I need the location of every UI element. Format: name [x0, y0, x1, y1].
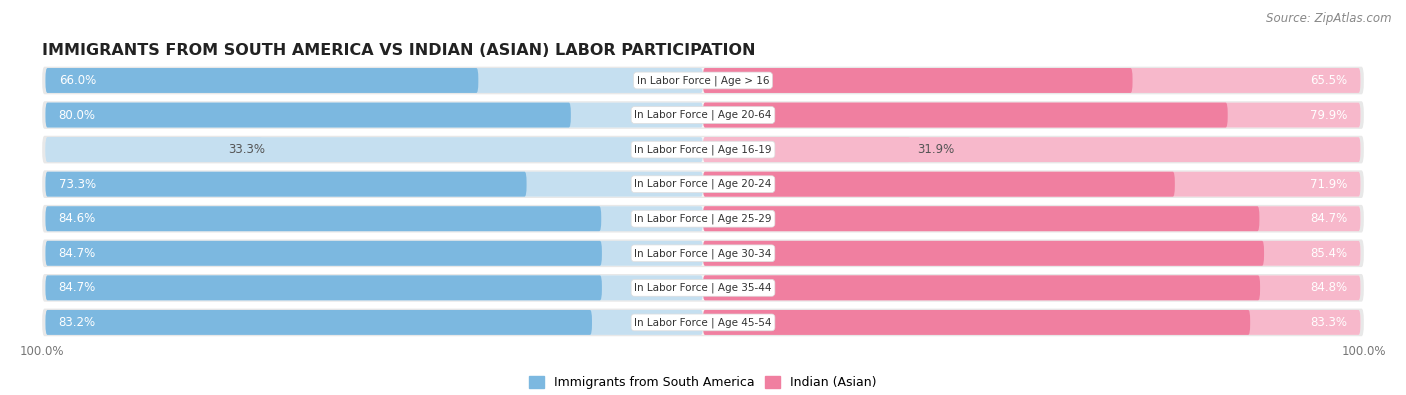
FancyBboxPatch shape	[45, 206, 703, 231]
Text: In Labor Force | Age 30-34: In Labor Force | Age 30-34	[634, 248, 772, 259]
FancyBboxPatch shape	[703, 172, 1175, 197]
FancyBboxPatch shape	[42, 101, 1364, 129]
Text: 65.5%: 65.5%	[1310, 74, 1347, 87]
FancyBboxPatch shape	[45, 68, 703, 93]
FancyBboxPatch shape	[42, 170, 1364, 198]
FancyBboxPatch shape	[45, 137, 703, 162]
Text: In Labor Force | Age 25-29: In Labor Force | Age 25-29	[634, 213, 772, 224]
FancyBboxPatch shape	[703, 68, 1133, 93]
FancyBboxPatch shape	[45, 68, 1361, 93]
Text: In Labor Force | Age 16-19: In Labor Force | Age 16-19	[634, 144, 772, 155]
FancyBboxPatch shape	[42, 205, 1364, 233]
FancyBboxPatch shape	[45, 275, 1361, 300]
FancyBboxPatch shape	[703, 103, 1227, 128]
FancyBboxPatch shape	[703, 137, 911, 162]
FancyBboxPatch shape	[703, 206, 1260, 231]
Text: 83.3%: 83.3%	[1310, 316, 1347, 329]
Text: Source: ZipAtlas.com: Source: ZipAtlas.com	[1267, 12, 1392, 25]
Text: IMMIGRANTS FROM SOUTH AMERICA VS INDIAN (ASIAN) LABOR PARTICIPATION: IMMIGRANTS FROM SOUTH AMERICA VS INDIAN …	[42, 43, 755, 58]
Legend: Immigrants from South America, Indian (Asian): Immigrants from South America, Indian (A…	[524, 371, 882, 394]
FancyBboxPatch shape	[45, 103, 571, 128]
FancyBboxPatch shape	[703, 137, 1361, 162]
FancyBboxPatch shape	[42, 136, 1364, 164]
FancyBboxPatch shape	[45, 103, 1361, 128]
FancyBboxPatch shape	[703, 172, 1361, 197]
Text: 71.9%: 71.9%	[1310, 178, 1347, 191]
Text: 33.3%: 33.3%	[229, 143, 266, 156]
Text: 79.9%: 79.9%	[1310, 109, 1347, 122]
Text: 83.2%: 83.2%	[59, 316, 96, 329]
Text: 84.7%: 84.7%	[59, 247, 96, 260]
FancyBboxPatch shape	[45, 172, 527, 197]
FancyBboxPatch shape	[45, 206, 1361, 231]
FancyBboxPatch shape	[703, 241, 1361, 266]
FancyBboxPatch shape	[45, 68, 478, 93]
Text: 84.7%: 84.7%	[1310, 212, 1347, 225]
Text: 84.8%: 84.8%	[1310, 281, 1347, 294]
FancyBboxPatch shape	[45, 241, 1361, 266]
Text: 84.7%: 84.7%	[59, 281, 96, 294]
FancyBboxPatch shape	[45, 310, 592, 335]
FancyBboxPatch shape	[45, 275, 602, 300]
FancyBboxPatch shape	[45, 103, 703, 128]
Text: In Labor Force | Age 45-54: In Labor Force | Age 45-54	[634, 317, 772, 328]
FancyBboxPatch shape	[703, 310, 1361, 335]
FancyBboxPatch shape	[45, 310, 703, 335]
Text: 73.3%: 73.3%	[59, 178, 96, 191]
FancyBboxPatch shape	[45, 206, 602, 231]
Text: 31.9%: 31.9%	[917, 143, 955, 156]
FancyBboxPatch shape	[42, 239, 1364, 267]
FancyBboxPatch shape	[45, 275, 703, 300]
Text: 84.6%: 84.6%	[59, 212, 96, 225]
FancyBboxPatch shape	[703, 241, 1264, 266]
FancyBboxPatch shape	[703, 68, 1361, 93]
FancyBboxPatch shape	[45, 310, 1361, 335]
Text: 66.0%: 66.0%	[59, 74, 96, 87]
FancyBboxPatch shape	[703, 206, 1361, 231]
FancyBboxPatch shape	[45, 172, 1361, 197]
FancyBboxPatch shape	[45, 137, 1361, 162]
Text: In Labor Force | Age > 16: In Labor Force | Age > 16	[637, 75, 769, 86]
FancyBboxPatch shape	[45, 241, 602, 266]
FancyBboxPatch shape	[42, 308, 1364, 336]
FancyBboxPatch shape	[703, 275, 1361, 300]
FancyBboxPatch shape	[42, 274, 1364, 302]
FancyBboxPatch shape	[45, 172, 703, 197]
FancyBboxPatch shape	[703, 310, 1250, 335]
FancyBboxPatch shape	[45, 137, 263, 162]
Text: In Labor Force | Age 20-24: In Labor Force | Age 20-24	[634, 179, 772, 190]
FancyBboxPatch shape	[42, 67, 1364, 94]
Text: In Labor Force | Age 20-64: In Labor Force | Age 20-64	[634, 110, 772, 120]
FancyBboxPatch shape	[45, 241, 703, 266]
FancyBboxPatch shape	[703, 103, 1361, 128]
FancyBboxPatch shape	[703, 275, 1260, 300]
Text: 80.0%: 80.0%	[59, 109, 96, 122]
Text: In Labor Force | Age 35-44: In Labor Force | Age 35-44	[634, 282, 772, 293]
Text: 85.4%: 85.4%	[1310, 247, 1347, 260]
